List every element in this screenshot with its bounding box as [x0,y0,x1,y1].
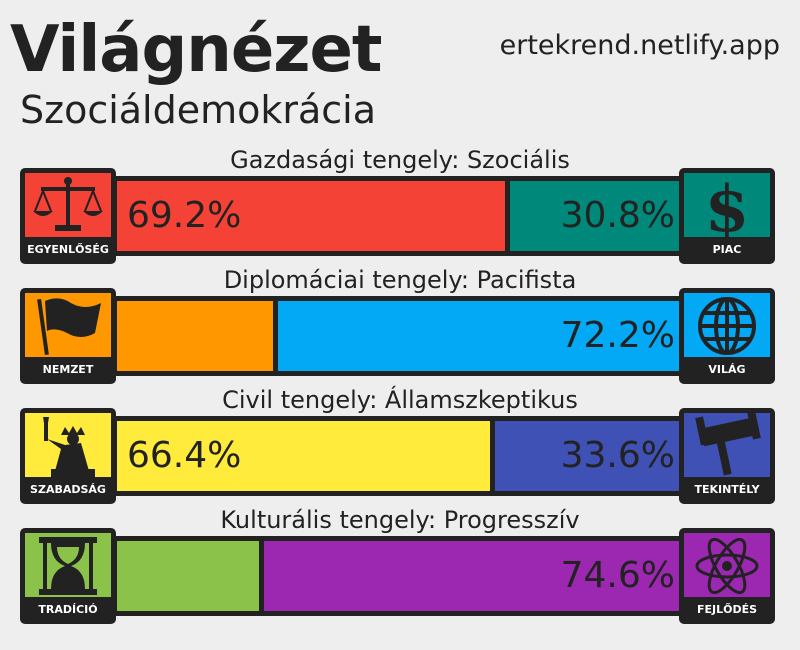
left-pole-label: EGYENLŐSÉG [27,243,109,256]
equality-badge: EGYENLŐSÉG [20,168,116,264]
title: Világnézet [10,13,382,87]
globe-icon [684,293,770,357]
hourglass-icon [25,533,111,597]
axis-bar: 74.6% [112,536,688,616]
cultural-axis: Kulturális tengely: Progresszív 74.6% [0,506,800,626]
axis-bar: 66.4% 33.6% [112,416,688,496]
nation-badge: NEMZET [20,288,116,384]
market-badge: $ PIAC [679,168,775,264]
axis-bar: 72.2% [112,296,688,376]
left-segment: 66.4% [117,421,490,491]
right-segment: 33.6% [495,421,683,491]
gavel-icon [684,413,770,477]
scales-icon [25,173,111,237]
ideology-name: Szociáldemokrácia [20,88,377,132]
right-segment: 74.6% [264,541,683,611]
left-pole-label: TRADÍCIÓ [38,603,98,616]
axis-label: Gazdasági tengely: Szociális [230,146,570,174]
right-pole-label: TEKINTÉLY [694,483,760,496]
right-pole-label: PIAC [712,243,742,256]
atom-icon [684,533,770,597]
axis-bar: 69.2% 30.8% [112,176,688,256]
axis-label: Diplomáciai tengely: Pacifista [223,266,577,294]
liberty-badge: SZABADSÁG [20,408,116,504]
right-segment: 30.8% [510,181,683,251]
right-pole-label: FEJLŐDÉS [696,603,758,616]
left-pole-label: NEMZET [42,363,94,376]
dollar-icon: $ [684,173,770,237]
tradition-badge: TRADÍCIÓ [20,528,116,624]
diplomatic-axis: Diplomáciai tengely: Pacifista 72.2% NEM… [0,266,800,386]
left-percent: 66.4% [127,435,242,476]
left-pole-label: SZABADSÁG [30,483,106,496]
left-segment [117,301,273,371]
axis-label: Kulturális tengely: Progresszív [220,506,580,534]
right-percent: 74.6% [560,555,675,596]
left-segment: 69.2% [117,181,505,251]
world-badge: VILÁG [679,288,775,384]
right-segment: 72.2% [278,301,683,371]
progress-badge: FEJLŐDÉS [679,528,775,624]
civil-axis: Civil tengely: Államszkeptikus 66.4% 33.… [0,386,800,506]
economic-axis: Gazdasági tengely: Szociális 69.2% 30.8% [0,146,800,266]
flag-icon [25,293,111,357]
left-segment [117,541,259,611]
axis-label: Civil tengely: Államszkeptikus [222,386,578,414]
authority-badge: TEKINTÉLY [679,408,775,504]
right-percent: 72.2% [560,315,675,356]
right-percent: 30.8% [560,195,675,236]
right-pole-label: VILÁG [708,363,746,376]
right-percent: 33.6% [560,435,675,476]
svg-text:$: $ [705,173,750,237]
liberty-statue-icon [25,413,111,477]
site-url[interactable]: ertekrend.netlify.app [499,30,780,61]
left-percent: 69.2% [127,195,242,236]
